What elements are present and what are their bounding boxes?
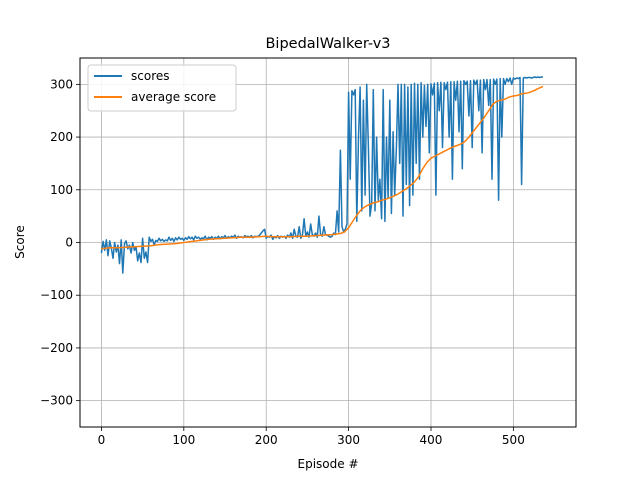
y-tick-label: 0 xyxy=(65,236,73,250)
y-tick-label: −300 xyxy=(40,394,73,408)
series-line-average-score xyxy=(101,85,544,250)
legend: scores average score xyxy=(87,64,237,112)
y-tick-label: 200 xyxy=(50,130,73,144)
y-tick-label: 300 xyxy=(50,77,73,91)
x-tick-label: 400 xyxy=(420,433,443,447)
series-line-scores xyxy=(100,76,543,274)
axis-ticks: 0 100 200 300 400 500 −300 −200 −100 0 100 200 300 xyxy=(40,77,525,447)
legend-box xyxy=(87,64,237,112)
y-tick-label: 100 xyxy=(50,183,73,197)
x-axis-label: Episode # xyxy=(298,457,359,471)
series-group xyxy=(100,76,544,274)
chart-title: BipedalWalker-v3 xyxy=(265,36,390,52)
legend-label-scores: scores xyxy=(131,69,170,83)
x-tick-label: 0 xyxy=(98,433,106,447)
y-axis-label: Score xyxy=(13,225,27,259)
y-tick-label: −100 xyxy=(40,288,73,302)
x-tick-label: 300 xyxy=(337,433,360,447)
x-tick-label: 100 xyxy=(172,433,195,447)
x-tick-label: 200 xyxy=(255,433,278,447)
x-tick-label: 500 xyxy=(502,433,525,447)
y-tick-label: −200 xyxy=(40,341,73,355)
legend-label-average-score: average score xyxy=(131,90,216,104)
